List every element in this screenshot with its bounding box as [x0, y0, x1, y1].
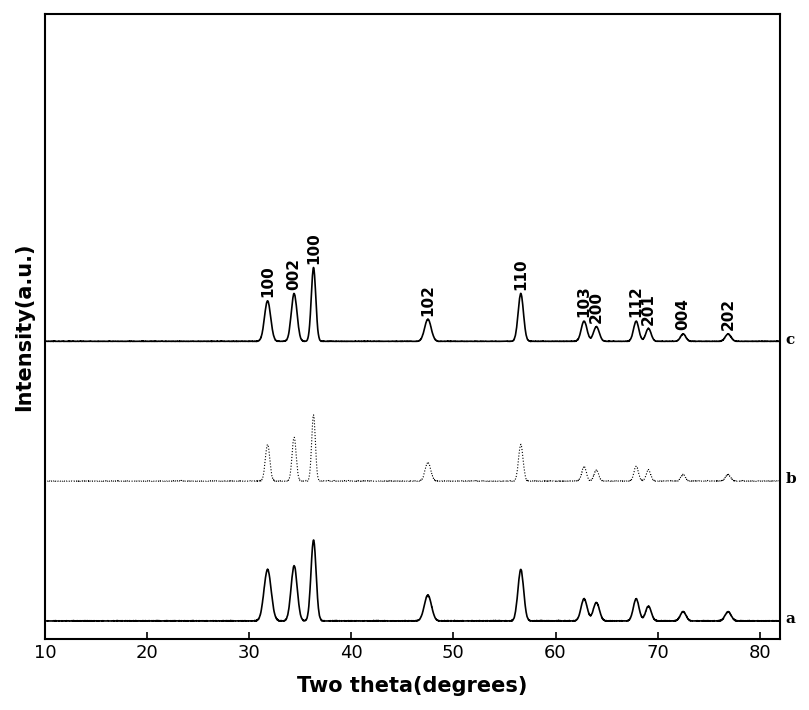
Text: 110: 110: [513, 258, 528, 290]
Text: c: c: [786, 332, 794, 346]
Y-axis label: Intensity(a.u.): Intensity(a.u.): [14, 242, 34, 411]
X-axis label: Two theta(degrees): Two theta(degrees): [298, 676, 527, 696]
Text: 201: 201: [641, 293, 656, 324]
Text: b: b: [786, 472, 796, 486]
Text: 202: 202: [721, 298, 735, 330]
Text: 100: 100: [306, 232, 321, 264]
Text: 200: 200: [589, 291, 604, 323]
Text: 102: 102: [421, 284, 435, 315]
Text: 112: 112: [629, 285, 644, 317]
Text: 004: 004: [676, 298, 691, 330]
Text: a: a: [786, 612, 795, 626]
Text: 002: 002: [286, 258, 302, 290]
Text: 100: 100: [260, 266, 275, 297]
Text: 103: 103: [577, 285, 591, 317]
